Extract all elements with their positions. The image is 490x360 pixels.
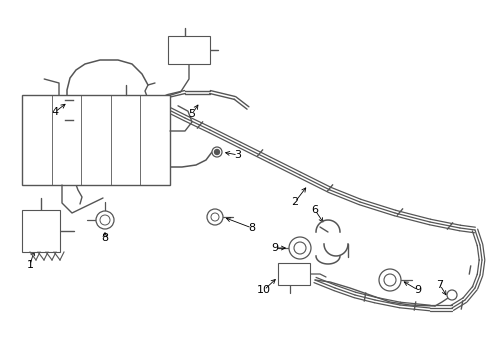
Text: 10: 10 xyxy=(257,285,271,295)
Text: 8: 8 xyxy=(248,223,256,233)
Circle shape xyxy=(207,209,223,225)
Circle shape xyxy=(212,147,222,157)
Circle shape xyxy=(289,237,311,259)
Text: 9: 9 xyxy=(415,285,421,295)
Circle shape xyxy=(100,215,110,225)
Text: 6: 6 xyxy=(312,205,318,215)
Text: 9: 9 xyxy=(271,243,278,253)
Text: 5: 5 xyxy=(189,109,196,119)
Bar xyxy=(168,36,210,64)
Bar xyxy=(22,95,170,185)
Bar xyxy=(22,210,60,252)
Text: 2: 2 xyxy=(292,197,298,207)
Bar xyxy=(278,263,310,285)
Circle shape xyxy=(447,290,457,300)
Text: 3: 3 xyxy=(235,150,242,160)
Circle shape xyxy=(96,211,114,229)
Circle shape xyxy=(215,149,220,154)
Circle shape xyxy=(384,274,396,286)
Text: 1: 1 xyxy=(26,260,33,270)
Circle shape xyxy=(294,242,306,254)
Text: 7: 7 xyxy=(437,280,443,290)
Text: 4: 4 xyxy=(51,107,59,117)
Circle shape xyxy=(379,269,401,291)
Text: 8: 8 xyxy=(101,233,109,243)
Circle shape xyxy=(211,213,219,221)
